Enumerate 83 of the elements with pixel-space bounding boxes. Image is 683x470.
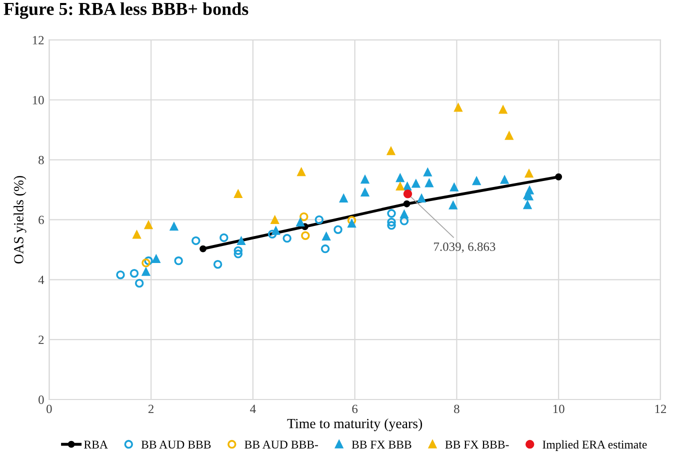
point <box>144 221 153 230</box>
point <box>237 236 246 246</box>
point <box>525 170 534 178</box>
point <box>270 216 279 224</box>
chart-title: Figure 5: RBA less BBB+ bonds <box>4 2 248 19</box>
x-tick-label: 0 <box>46 404 52 414</box>
point <box>142 258 150 268</box>
point <box>387 209 396 218</box>
legend-label: BB AUD BBB- <box>244 440 318 449</box>
legend-label: Implied ERA estimate <box>542 440 647 451</box>
point <box>348 220 356 228</box>
x-tick-label: 8 <box>454 404 460 414</box>
point <box>403 200 410 208</box>
point <box>132 230 141 239</box>
point <box>296 218 304 226</box>
y-tick-label: 0 <box>38 396 44 404</box>
point <box>170 222 178 231</box>
x-tick-label: 4 <box>250 404 256 414</box>
point <box>400 210 408 218</box>
point <box>174 256 183 266</box>
point <box>386 147 396 156</box>
point <box>334 225 342 234</box>
point <box>268 230 277 238</box>
point <box>320 244 330 254</box>
point <box>130 268 139 278</box>
point <box>360 176 370 184</box>
point <box>272 226 280 235</box>
y-tick-label: 4 <box>38 276 44 284</box>
legend-label: BB AUD BBB <box>141 440 211 449</box>
point <box>213 260 222 269</box>
point <box>134 278 144 288</box>
point <box>152 254 160 264</box>
legend-label: BB FX BBB <box>352 440 412 448</box>
point <box>220 233 228 242</box>
point <box>301 231 310 240</box>
point <box>234 190 242 198</box>
y-tick-label: 6 <box>38 216 44 224</box>
point <box>505 132 514 140</box>
point <box>144 256 153 266</box>
x-tick-label: 2 <box>148 404 154 414</box>
point <box>387 221 396 230</box>
y-tick-label: 10 <box>32 96 44 104</box>
point <box>425 179 434 188</box>
point <box>500 176 509 184</box>
point <box>297 168 306 176</box>
point <box>300 212 308 222</box>
point <box>282 234 292 243</box>
point <box>142 268 150 276</box>
point <box>234 246 243 255</box>
point <box>192 236 200 246</box>
legend-label: BB FX BBB- <box>445 440 509 448</box>
point <box>387 218 396 226</box>
y-tick-label: 2 <box>38 336 44 344</box>
point <box>555 173 562 180</box>
point <box>403 182 412 190</box>
x-tick-label: 10 <box>553 404 564 414</box>
x-tick-label: 6 <box>352 404 358 414</box>
point <box>314 215 324 224</box>
point <box>418 194 426 202</box>
point <box>523 201 532 210</box>
point <box>403 189 412 198</box>
y-tick-label: 12 <box>32 36 44 44</box>
point <box>449 201 458 210</box>
x-tick-label: 12 <box>655 404 666 414</box>
legend-label: RBA <box>84 440 108 448</box>
point <box>200 245 206 252</box>
annotation: 7.039, 6.863 <box>434 242 496 253</box>
point <box>116 270 125 280</box>
point <box>234 250 243 258</box>
point <box>526 186 534 194</box>
point <box>499 106 508 114</box>
point <box>450 183 458 192</box>
y-tick-label: 8 <box>38 156 44 164</box>
point <box>347 216 356 225</box>
point <box>396 182 404 190</box>
y-axis-title: OAS yields (%) <box>14 176 26 264</box>
x-axis-title: Time to maturity (years) <box>287 418 422 432</box>
point <box>340 194 348 202</box>
point <box>412 180 420 188</box>
point <box>424 168 432 176</box>
point <box>322 232 330 241</box>
point <box>360 188 370 196</box>
point <box>454 104 462 112</box>
